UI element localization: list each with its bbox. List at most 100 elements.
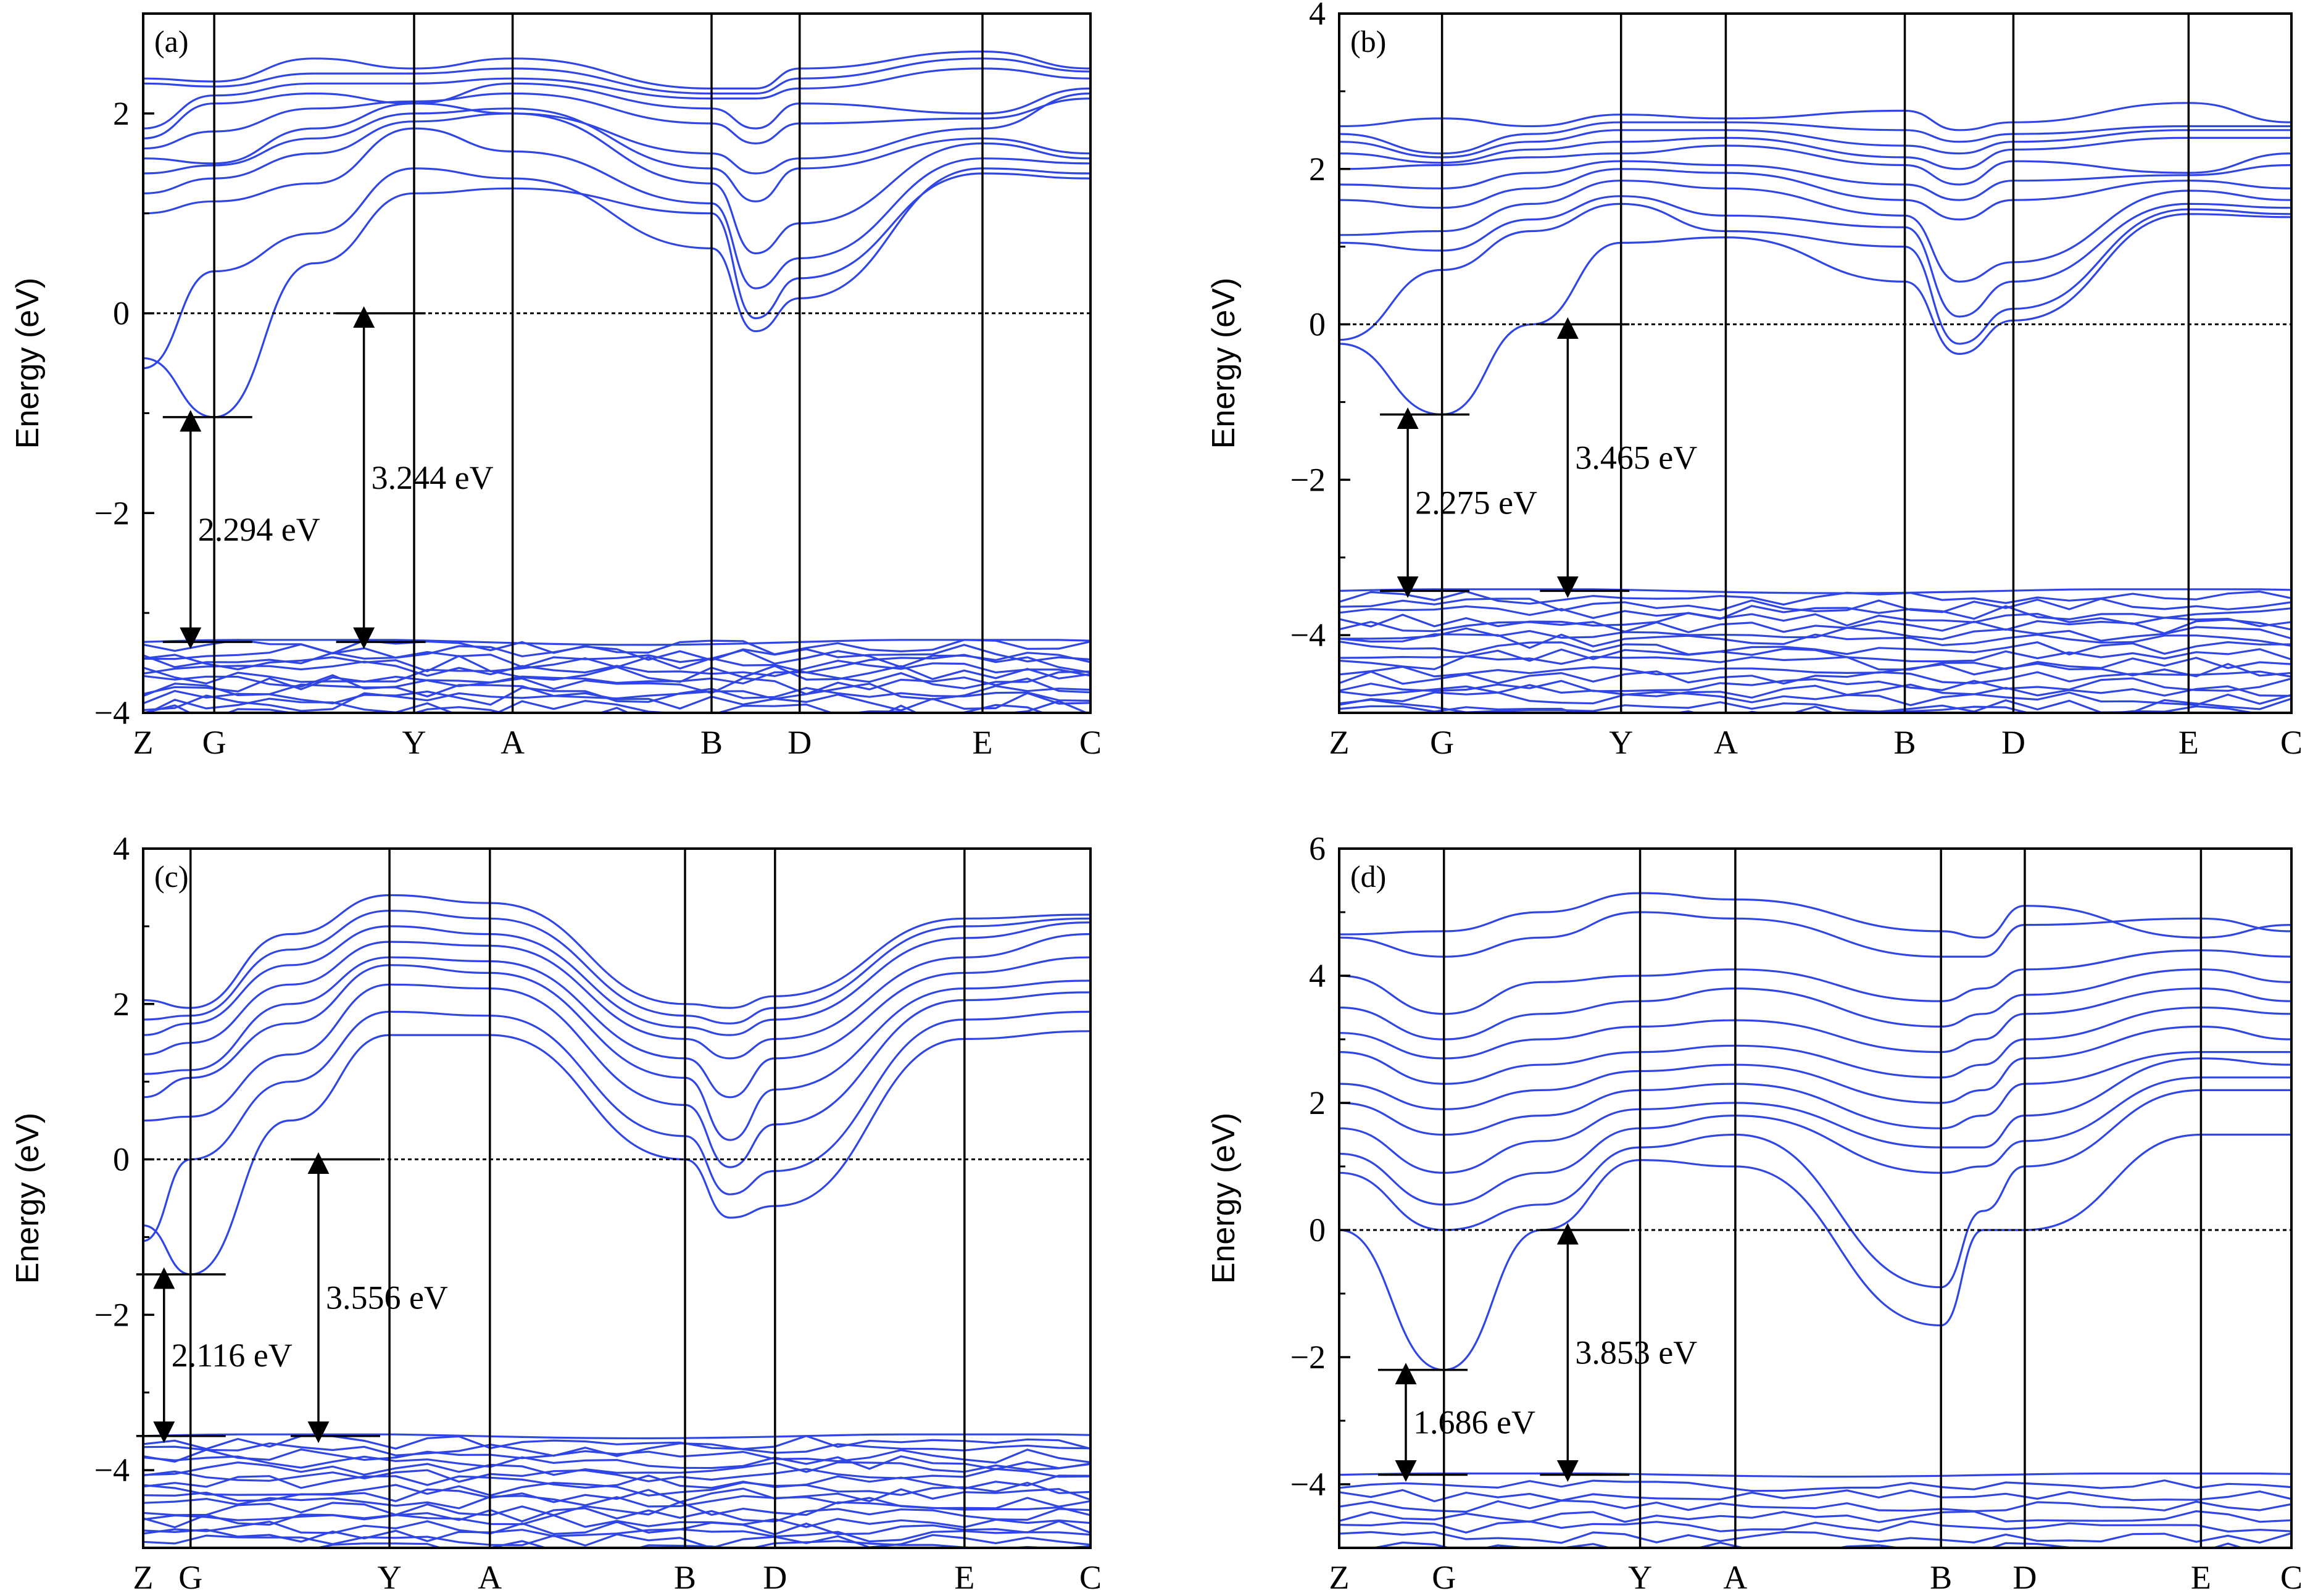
valence-band-line [1339, 590, 2291, 606]
conduction-band-line [143, 57, 1090, 95]
valence-band-line [143, 686, 1090, 706]
kpoint-label: B [674, 1559, 696, 1593]
axes-frame [142, 12, 1092, 714]
ytick-label: 2 [113, 986, 130, 1023]
conduction-band-line [1339, 129, 2291, 159]
ytick-label: 0 [113, 295, 130, 332]
ytick-label: −2 [1290, 461, 1326, 498]
kpoint-label: E [2178, 724, 2199, 761]
valence-band-line [143, 1501, 1090, 1516]
valence-band-line [143, 1519, 1090, 1536]
kpoint-label: D [763, 1559, 787, 1593]
gap-label: 3.853 eV [1575, 1334, 1697, 1371]
conduction-band-line [143, 933, 1090, 1060]
conduction-band-line [1339, 202, 2291, 345]
conduction-band-line [1339, 1057, 2291, 1174]
kpoint-label: D [2001, 724, 2025, 761]
conduction-band-line [143, 921, 1090, 1036]
valence-band-line [143, 665, 1090, 685]
conduction-band-line [1339, 180, 2291, 283]
axes-frame [142, 847, 1092, 1549]
valence-band-line [1339, 1479, 2291, 1492]
conduction-band-line [143, 1030, 1090, 1276]
valence-band-line [143, 643, 1090, 663]
conduction-band-line [1339, 136, 2291, 170]
kpoint-label: E [954, 1559, 974, 1593]
valence-band-line [1339, 1510, 2291, 1523]
valence-band-line [143, 1474, 1090, 1490]
panel-label: (d) [1350, 859, 1386, 894]
conduction-band-line [143, 82, 1090, 139]
panel-d: −4 −2 0 2 4 6 Energy (eV) Z G Y A B D E C (d) 1.686 eV 3.… [1206, 830, 2303, 1596]
y-axis-label: Energy (eV) [10, 278, 46, 449]
kpoint-label: B [1930, 1559, 1952, 1593]
valence-band-line [143, 1468, 1090, 1483]
y-axis-label: Energy (eV) [10, 1113, 46, 1284]
valence-band-line [1339, 1499, 2291, 1513]
valence-band-line [143, 1442, 1090, 1457]
valence-band-line [1339, 588, 2291, 594]
conduction-band-line [143, 964, 1090, 1141]
gap-label: 2.275 eV [1415, 484, 1537, 521]
ytick-label: 2 [1309, 151, 1326, 188]
conduction-band-line [1339, 213, 2291, 416]
panel-c: −4 −2 0 2 4 Energy (eV) Z G Y A B D E C (c) 2.116 eV 3.5… [10, 830, 1102, 1596]
kpoint-label: E [973, 724, 993, 761]
conduction-band-line [143, 112, 1090, 255]
valence-band-line [143, 639, 1090, 646]
ytick-label: 0 [1309, 1212, 1326, 1249]
kpoint-label: G [178, 1559, 202, 1593]
kpoint-label: Y [402, 724, 426, 761]
valence-band-line [143, 1455, 1090, 1471]
conduction-band-line [143, 983, 1090, 1168]
plot-area [143, 894, 1090, 1548]
y-axis-label: Energy (eV) [1206, 278, 1242, 449]
conduction-band-line [1339, 144, 2291, 186]
valence-band-line [1339, 677, 2291, 692]
valence-band-line [1339, 1472, 2291, 1478]
ytick-label: −4 [94, 1452, 130, 1489]
valence-band-line [143, 1461, 1090, 1476]
gap-label: 3.465 eV [1575, 439, 1697, 476]
conduction-band-line [143, 167, 1090, 370]
kpoint-label: C [2280, 1559, 2303, 1593]
conduction-band-line [1339, 102, 2291, 131]
gap-label: 3.244 eV [372, 459, 494, 496]
panel-a: −4 −2 0 2 Energy (eV) Z G Y A B D E C (a) 2.294 eV 3.24… [10, 12, 1102, 761]
kpoint-label: A [478, 1559, 502, 1593]
kpoint-label: B [1894, 724, 1916, 761]
valence-band-line [1339, 670, 2291, 685]
kpoint-label: Y [378, 1559, 402, 1593]
valence-band-line [143, 1533, 1090, 1548]
gap-label: 2.116 eV [172, 1337, 293, 1374]
kpoint-label: B [700, 724, 723, 761]
ytick-label: −4 [1290, 1466, 1326, 1503]
valence-band-line [143, 659, 1090, 678]
ytick-label: −2 [1290, 1339, 1326, 1376]
gap-label: 3.556 eV [326, 1279, 448, 1316]
conduction-band-line [143, 92, 1090, 175]
ytick-label: −2 [94, 1296, 130, 1333]
kpoint-label: Z [133, 1559, 154, 1593]
valence-band-line [1359, 1541, 2291, 1548]
panel-label: (c) [154, 859, 189, 894]
conduction-band-line [143, 910, 1090, 1025]
conduction-band-line [1339, 911, 2291, 958]
kpoint-label: G [202, 724, 226, 761]
valence-band-line [143, 704, 1046, 713]
conduction-band-line [143, 50, 1090, 89]
conduction-band-line [1339, 195, 2291, 318]
ytick-label: 4 [1309, 0, 1326, 32]
valence-band-line [1339, 618, 2291, 634]
ytick-label: 4 [113, 830, 130, 867]
ytick-label: −2 [94, 494, 130, 531]
conduction-band-line [143, 172, 1090, 418]
conduction-band-line [143, 894, 1090, 1009]
conduction-band-line [1339, 1133, 2291, 1371]
valence-band-line [146, 697, 1089, 713]
valence-band-line [1339, 655, 2291, 671]
conduction-band-line [1339, 1050, 2291, 1136]
conduction-band-line [1339, 1006, 2291, 1085]
conduction-band-line [1339, 1025, 2291, 1110]
